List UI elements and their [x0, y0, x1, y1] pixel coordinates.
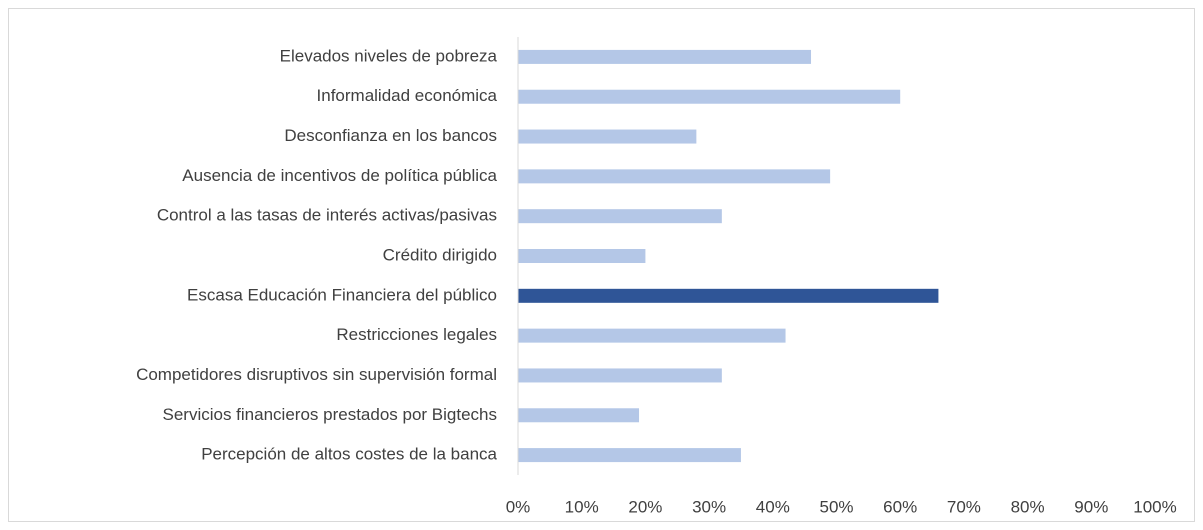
y-tick-label: Informalidad económica	[317, 86, 498, 105]
x-tick-label: 50%	[819, 497, 853, 516]
bar	[518, 89, 901, 104]
bar	[518, 49, 812, 64]
chart-frame	[8, 8, 1195, 522]
y-tick-label: Crédito dirigido	[383, 245, 497, 264]
y-tick-label: Percepción de altos costes de la banca	[201, 445, 497, 464]
y-tick-label: Servicios financieros prestados por Bigt…	[163, 405, 498, 424]
x-tick-label: 90%	[1074, 497, 1108, 516]
x-tick-label: 80%	[1011, 497, 1045, 516]
x-tick-label: 70%	[947, 497, 981, 516]
y-tick-label: Control a las tasas de interés activas/p…	[157, 206, 497, 225]
bar	[518, 129, 697, 144]
y-tick-label: Restricciones legales	[336, 325, 497, 344]
bar	[518, 169, 831, 184]
y-tick-label: Elevados niveles de pobreza	[280, 46, 498, 65]
x-tick-label: 40%	[756, 497, 790, 516]
y-tick-label: Competidores disruptivos sin supervisión…	[136, 365, 497, 384]
x-tick-label: 100%	[1133, 497, 1176, 516]
bar	[518, 448, 741, 463]
y-tick-label: Desconfianza en los bancos	[284, 126, 497, 145]
y-tick-label: Escasa Educación Financiera del público	[187, 285, 497, 304]
y-tick-label: Ausencia de incentivos de política públi…	[182, 166, 497, 185]
x-tick-label: 20%	[628, 497, 662, 516]
bar	[518, 288, 939, 303]
x-tick-label: 60%	[883, 497, 917, 516]
x-tick-label: 10%	[565, 497, 599, 516]
x-tick-label: 30%	[692, 497, 726, 516]
bar	[518, 249, 646, 263]
bar	[518, 368, 722, 383]
bar	[518, 328, 786, 343]
bar	[518, 408, 640, 423]
x-tick-label: 0%	[506, 497, 531, 516]
bar	[518, 209, 722, 224]
